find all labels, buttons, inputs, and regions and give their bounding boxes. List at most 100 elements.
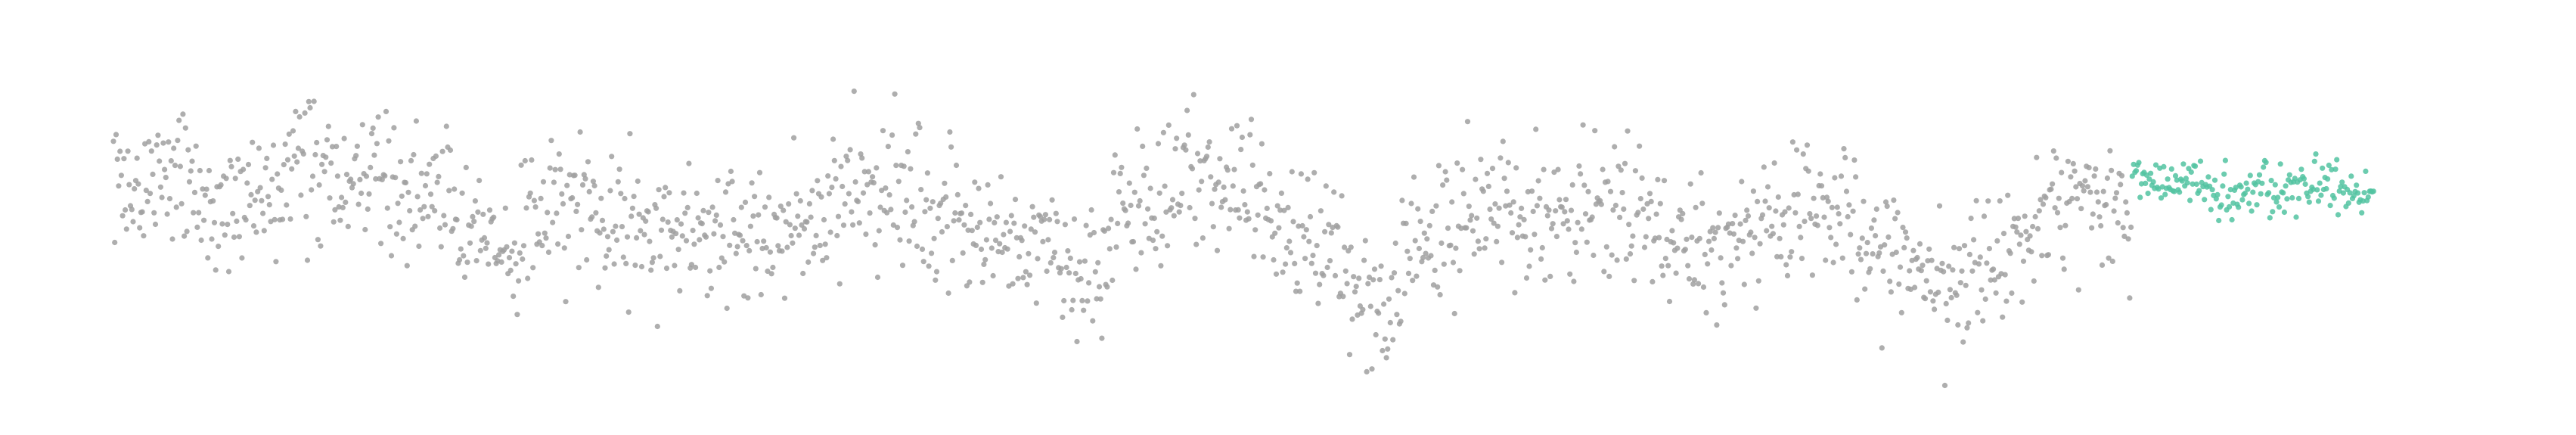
data-point <box>230 210 236 216</box>
data-point <box>623 260 629 266</box>
data-point <box>1853 174 1859 180</box>
data-point <box>1376 310 1382 316</box>
data-point <box>252 197 258 204</box>
data-point <box>942 180 948 186</box>
data-point <box>990 272 996 279</box>
data-point <box>2078 206 2084 212</box>
data-point <box>481 235 488 241</box>
data-point <box>1218 204 1224 210</box>
data-point <box>1538 256 1544 262</box>
data-point <box>804 219 810 225</box>
data-point <box>2145 191 2151 197</box>
data-point <box>353 153 359 159</box>
data-point <box>1950 267 1956 273</box>
data-point <box>1283 261 1289 267</box>
data-point <box>2351 193 2357 199</box>
data-point <box>1113 244 1119 250</box>
data-point <box>1800 151 1806 157</box>
data-point <box>1893 249 1899 256</box>
data-point <box>770 264 776 271</box>
data-point <box>1011 220 1017 226</box>
data-point <box>1154 228 1160 235</box>
data-point <box>2250 189 2256 195</box>
data-point <box>540 179 547 185</box>
data-point <box>1321 272 1327 278</box>
data-point <box>1780 222 1786 228</box>
data-point <box>704 293 710 299</box>
data-point <box>795 213 801 219</box>
data-point <box>1753 305 1759 311</box>
data-point <box>1165 122 1172 128</box>
data-point <box>1740 238 1746 244</box>
data-point <box>1348 244 1354 250</box>
data-point <box>1497 155 1504 161</box>
data-point <box>876 228 882 234</box>
data-point <box>1268 218 1274 224</box>
data-point <box>1782 209 1788 215</box>
data-point <box>1054 219 1060 225</box>
data-point <box>1757 241 1763 247</box>
data-point <box>2056 195 2062 201</box>
data-point <box>2227 204 2233 210</box>
data-point <box>1680 210 1686 216</box>
data-point <box>1739 179 1745 185</box>
data-point <box>1969 268 1975 274</box>
data-point <box>368 131 375 137</box>
data-point <box>1463 225 1470 231</box>
data-point <box>1299 222 1305 229</box>
data-point <box>1703 309 1709 315</box>
data-point <box>1272 230 1278 236</box>
data-point <box>579 182 586 188</box>
data-point <box>2284 196 2290 202</box>
data-point <box>660 216 666 222</box>
data-point <box>1090 318 1096 324</box>
data-point <box>1657 200 1663 207</box>
data-point <box>1560 221 1566 227</box>
data-point <box>1450 259 1457 266</box>
data-point <box>1842 154 1848 160</box>
data-point <box>1312 270 1319 276</box>
data-point <box>1771 160 1777 166</box>
data-point <box>1162 183 1168 189</box>
data-point <box>1783 262 1789 268</box>
data-point <box>938 200 944 207</box>
data-point <box>2225 194 2231 200</box>
data-point <box>1994 238 2000 244</box>
data-point <box>669 234 675 240</box>
data-point <box>1470 228 1476 234</box>
data-point <box>1578 226 1584 232</box>
data-point <box>1369 366 1375 372</box>
data-point <box>302 110 308 116</box>
data-point <box>1898 309 1904 315</box>
data-point <box>624 234 631 240</box>
data-point <box>2340 190 2346 196</box>
data-point <box>509 248 515 254</box>
data-point <box>1200 235 1206 241</box>
data-point <box>371 152 377 158</box>
data-point <box>304 257 311 263</box>
data-point <box>1380 347 1386 354</box>
data-point <box>620 254 626 260</box>
data-point <box>983 237 989 243</box>
data-point <box>282 141 288 148</box>
data-point <box>387 224 393 230</box>
data-point <box>432 208 438 214</box>
data-point <box>1426 222 1432 228</box>
data-point <box>2208 207 2214 213</box>
data-point <box>1789 139 1795 145</box>
data-point <box>429 204 435 210</box>
data-point <box>678 221 684 227</box>
data-point <box>1895 210 1901 216</box>
data-point <box>379 176 385 182</box>
data-point <box>1823 257 1829 263</box>
data-point <box>926 263 932 269</box>
data-point <box>1292 260 1298 266</box>
data-point <box>1956 246 1963 252</box>
data-point <box>619 224 625 230</box>
data-point <box>402 179 409 186</box>
data-point <box>1141 172 1147 179</box>
data-point <box>724 305 730 312</box>
data-point <box>1119 164 1125 170</box>
data-point <box>1138 250 1144 256</box>
data-point <box>398 159 404 165</box>
